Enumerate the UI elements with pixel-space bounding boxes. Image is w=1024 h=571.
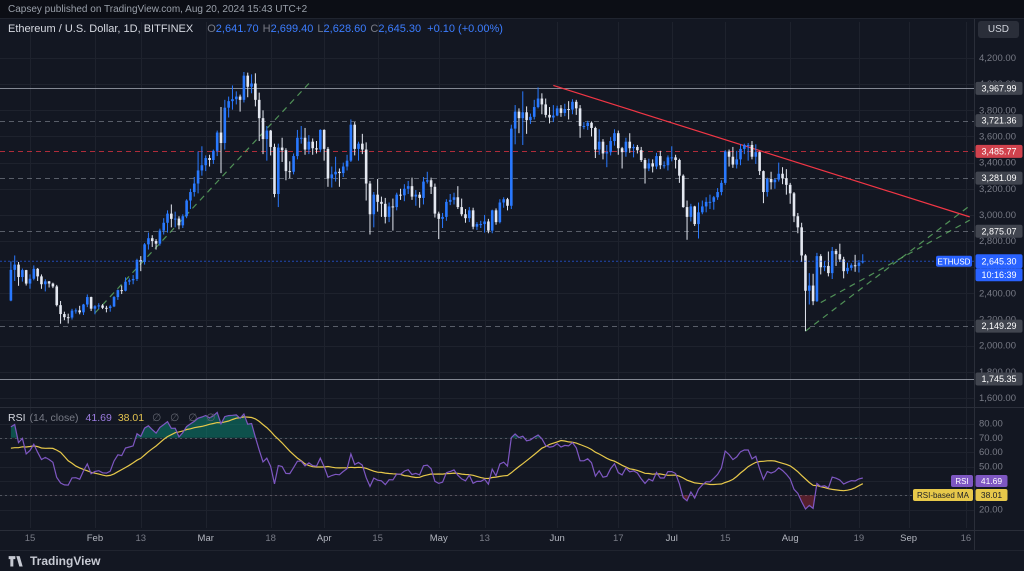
rsi-value-label: 41.69: [975, 475, 1008, 487]
trendlines: [94, 83, 971, 332]
price-level-label: 3,967.99: [975, 81, 1023, 95]
svg-text:80.00: 80.00: [979, 419, 1003, 430]
low-value: 2,628.60: [323, 23, 367, 35]
svg-text:13: 13: [479, 533, 490, 544]
rsi-ma-value-label: 38.01: [975, 489, 1008, 501]
symbol-legend[interactable]: Ethereum / U.S. Dollar, 1D, BITFINEX O2,6…: [8, 23, 503, 35]
tradingview-logo-icon[interactable]: [8, 555, 24, 568]
svg-text:60.00: 60.00: [979, 447, 1003, 458]
svg-text:15: 15: [372, 533, 383, 544]
svg-text:2,645.30: 2,645.30: [981, 256, 1016, 266]
change-value: +0.10 (+0.00%): [427, 23, 503, 35]
svg-text:10:16:39: 10:16:39: [981, 270, 1016, 280]
low-label: L: [317, 23, 324, 35]
svg-text:20.00: 20.00: [979, 505, 1003, 516]
svg-text:Apr: Apr: [317, 533, 332, 544]
svg-text:3,485.77: 3,485.77: [981, 146, 1016, 156]
svg-text:Jul: Jul: [666, 533, 678, 544]
svg-text:16: 16: [961, 533, 972, 544]
rsi-ma-value: 38.01: [117, 412, 145, 424]
svg-text:70.00: 70.00: [979, 433, 1003, 444]
svg-text:3,200.00: 3,200.00: [979, 184, 1016, 195]
svg-text:1,800.00: 1,800.00: [979, 367, 1016, 378]
rsi-ma-name-label: RSI-based MA: [913, 489, 973, 501]
time-scale[interactable]: 15 Feb 13 Mar 18 Apr 15 May 13 Jun 17 Jul 15 Aug 19 Sep…: [25, 533, 971, 544]
svg-text:Aug: Aug: [782, 533, 799, 544]
symbol-title: Ethereum / U.S. Dollar, 1D, BITFINEX: [8, 23, 194, 35]
publish-info-bar: Capsey published on TradingView.com, Aug…: [0, 0, 1024, 19]
pane-separators: [0, 18, 1024, 550]
rsi-hidden-values: ∅ ∅ ∅ ∅: [152, 412, 219, 424]
price-level-label: 2,875.07: [975, 224, 1023, 238]
symbol-price-tag: ETHUSD: [936, 255, 972, 267]
svg-text:Jun: Jun: [549, 533, 564, 544]
rsi-title: RSI: [8, 412, 26, 424]
svg-text:4,200.00: 4,200.00: [979, 53, 1016, 64]
svg-text:3,281.09: 3,281.09: [981, 173, 1016, 183]
svg-text:3,967.99: 3,967.99: [981, 83, 1016, 93]
rsi-plot: [0, 411, 974, 510]
svg-text:50.00: 50.00: [979, 462, 1003, 473]
countdown-label: 10:16:39: [975, 268, 1023, 282]
svg-text:2,149.29: 2,149.29: [981, 321, 1016, 331]
rsi-legend[interactable]: RSI (14, close) 41.69 38.01 ∅ ∅ ∅ ∅: [8, 412, 218, 424]
close-label: C: [370, 23, 379, 35]
price-level-label: 3,485.77: [975, 144, 1023, 158]
price-level-label: 3,281.09: [975, 171, 1023, 185]
rsi-name-label: RSI: [951, 475, 973, 487]
svg-text:ETHUSD: ETHUSD: [938, 257, 971, 266]
last-price-label: 2,645.30: [975, 254, 1023, 269]
publish-info-text: Capsey published on TradingView.com, Aug…: [8, 3, 308, 15]
high-value: 2,699.40: [270, 23, 314, 35]
open-label: O: [207, 23, 216, 35]
svg-text:38.01: 38.01: [981, 490, 1003, 500]
footer-bar: TradingView: [0, 550, 1024, 571]
svg-text:RSI: RSI: [955, 477, 968, 486]
svg-text:19: 19: [854, 533, 865, 544]
svg-text:3,721.36: 3,721.36: [981, 116, 1016, 126]
price-level-lines: [0, 88, 974, 380]
svg-text:13: 13: [135, 533, 146, 544]
price-level-label: 1,745.35: [975, 372, 1023, 386]
svg-text:Mar: Mar: [198, 533, 214, 544]
close-value: 2,645.30: [378, 23, 422, 35]
svg-text:18: 18: [265, 533, 276, 544]
svg-text:1,600.00: 1,600.00: [979, 393, 1016, 404]
high-label: H: [262, 23, 271, 35]
svg-text:1,745.35: 1,745.35: [981, 374, 1016, 384]
svg-text:2,400.00: 2,400.00: [979, 288, 1016, 299]
svg-text:41.69: 41.69: [981, 476, 1003, 486]
candlestick-series: [9, 71, 865, 332]
svg-text:15: 15: [25, 533, 36, 544]
svg-text:17: 17: [613, 533, 624, 544]
svg-text:2,875.07: 2,875.07: [981, 226, 1016, 236]
open-value: 2,641.70: [215, 23, 259, 35]
svg-text:Feb: Feb: [87, 533, 103, 544]
svg-text:3,800.00: 3,800.00: [979, 105, 1016, 116]
svg-text:2,800.00: 2,800.00: [979, 236, 1016, 247]
price-level-label: 3,721.36: [975, 114, 1023, 128]
svg-text:May: May: [430, 533, 448, 544]
svg-text:3,000.00: 3,000.00: [979, 210, 1016, 221]
grid-lines: [0, 22, 974, 528]
rsi-params: (14, close): [29, 412, 79, 424]
svg-text:15: 15: [720, 533, 731, 544]
tradingview-brand[interactable]: TradingView: [30, 554, 101, 568]
currency-toggle-button[interactable]: USD: [977, 21, 1019, 38]
svg-text:3,600.00: 3,600.00: [979, 131, 1016, 142]
svg-text:Sep: Sep: [900, 533, 917, 544]
rsi-value: 41.69: [85, 412, 112, 424]
svg-text:2,000.00: 2,000.00: [979, 341, 1016, 352]
price-level-label: 2,149.29: [975, 319, 1023, 333]
svg-text:RSI-based MA: RSI-based MA: [917, 491, 970, 500]
svg-text:3,400.00: 3,400.00: [979, 158, 1016, 169]
